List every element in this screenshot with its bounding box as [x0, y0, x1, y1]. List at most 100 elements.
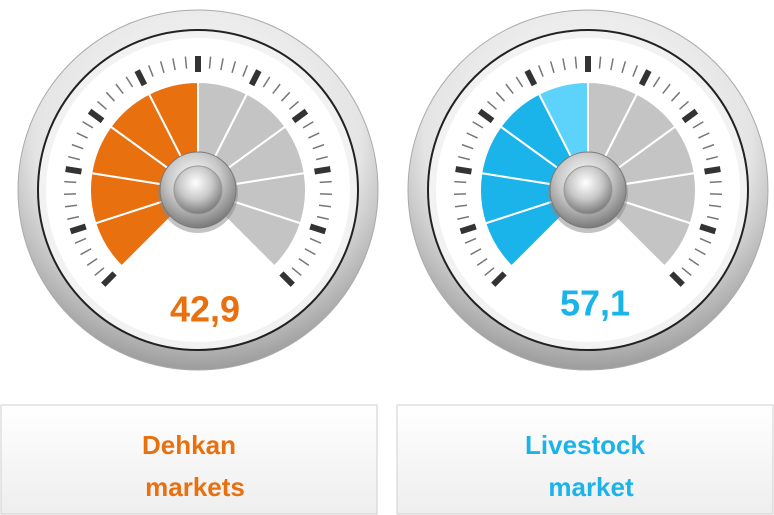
- dial-tick: [669, 271, 685, 287]
- dial-tick: [65, 166, 82, 175]
- dial-tick: [466, 132, 478, 139]
- dial-tick: [208, 56, 212, 69]
- dial-tick: [464, 237, 477, 244]
- dial-tick: [67, 215, 80, 220]
- dial-tick: [702, 143, 715, 150]
- dial-tick: [459, 223, 477, 235]
- dial-tick: [705, 155, 718, 161]
- gauge-label: market: [548, 472, 634, 502]
- dial-tick: [704, 166, 721, 175]
- dial-tick: [115, 83, 124, 95]
- dial-tick: [652, 76, 661, 88]
- dial-tick: [291, 267, 302, 276]
- dial-tick: [308, 132, 320, 139]
- dial-tick: [621, 61, 627, 74]
- dial-tick: [454, 204, 468, 208]
- dial-tick: [184, 56, 188, 69]
- dial-tick: [309, 237, 322, 244]
- dial-tick: [291, 108, 309, 124]
- dial-tick: [708, 204, 722, 208]
- dial-tick: [279, 271, 295, 287]
- dial-tick: [309, 223, 327, 235]
- dial-tick: [86, 257, 98, 266]
- label-box: [0, 404, 378, 515]
- dial-tick: [632, 65, 639, 77]
- dial-tick: [248, 69, 262, 87]
- dial-tick: [289, 100, 300, 110]
- dial-tick: [699, 223, 717, 235]
- dial-tick: [315, 155, 328, 161]
- dial-tick: [706, 215, 719, 220]
- dial-tick: [105, 91, 116, 102]
- dial-tick: [82, 121, 94, 129]
- gauge-knob-cap: [173, 165, 223, 215]
- gauge-value: 57,1: [560, 283, 630, 324]
- dial-tick: [220, 58, 224, 71]
- dial-tick: [457, 215, 470, 220]
- dial-tick: [515, 76, 524, 88]
- dial-tick: [68, 155, 81, 161]
- dial-tick: [94, 267, 105, 276]
- gauge-label: Dehkan: [142, 430, 236, 460]
- dial-tick: [147, 65, 154, 77]
- dial-tick: [101, 271, 117, 287]
- dial-tick: [491, 271, 507, 287]
- dial-tick: [470, 248, 482, 256]
- dial-tick: [638, 69, 652, 87]
- dial-tick: [272, 83, 281, 95]
- dial-tick: [159, 61, 165, 74]
- dial-tick: [314, 166, 331, 175]
- dial-tick: [549, 61, 555, 74]
- dial-tick: [298, 257, 310, 266]
- dial-tick: [302, 121, 314, 129]
- dial-tick: [537, 65, 544, 77]
- dial-tick: [505, 83, 514, 95]
- dial-tick: [69, 223, 87, 235]
- dial-tick: [598, 56, 602, 69]
- dial-tick: [698, 132, 710, 139]
- dial-tick: [670, 91, 681, 102]
- dial-tick: [461, 143, 474, 150]
- dial-tick: [312, 143, 325, 150]
- dial-tick: [87, 108, 105, 124]
- dial-tick: [74, 237, 87, 244]
- dial-tick: [125, 76, 134, 88]
- dial-tick: [242, 65, 249, 77]
- gauge-label: markets: [145, 472, 245, 502]
- dial-tick: [76, 132, 88, 139]
- dial-tick: [231, 61, 237, 74]
- dial-tick: [96, 100, 107, 110]
- dial-tick: [455, 166, 472, 175]
- dial-tick: [694, 248, 706, 256]
- dial-tick: [454, 180, 467, 184]
- gauge-value: 42,9: [170, 289, 240, 330]
- dial-tick: [71, 143, 84, 150]
- dial-tick: [692, 121, 704, 129]
- dial-tick: [486, 100, 497, 110]
- dial-tick: [304, 248, 316, 256]
- dial-tick: [484, 267, 495, 276]
- dial-tick: [134, 69, 148, 87]
- dial-tick: [316, 215, 329, 220]
- dial-tick: [262, 76, 271, 88]
- dial-tick: [681, 267, 692, 276]
- dial-tick: [64, 180, 77, 184]
- dial-tick: [318, 204, 332, 208]
- dial-tick: [319, 180, 332, 184]
- dial-tick: [709, 180, 722, 184]
- gauge-knob-cap: [563, 165, 613, 215]
- dial-tick: [679, 100, 690, 110]
- dial-tick: [472, 121, 484, 129]
- label-box: [396, 404, 774, 515]
- dial-tick: [280, 91, 291, 102]
- dial-tick: [80, 248, 92, 256]
- dial-tick: [476, 257, 488, 266]
- dial-tick: [524, 69, 538, 87]
- dial-tick: [64, 204, 78, 208]
- dial-tick: [562, 58, 566, 71]
- dial-tick: [662, 83, 671, 95]
- dial-tick: [699, 237, 712, 244]
- dial-tick: [458, 155, 471, 161]
